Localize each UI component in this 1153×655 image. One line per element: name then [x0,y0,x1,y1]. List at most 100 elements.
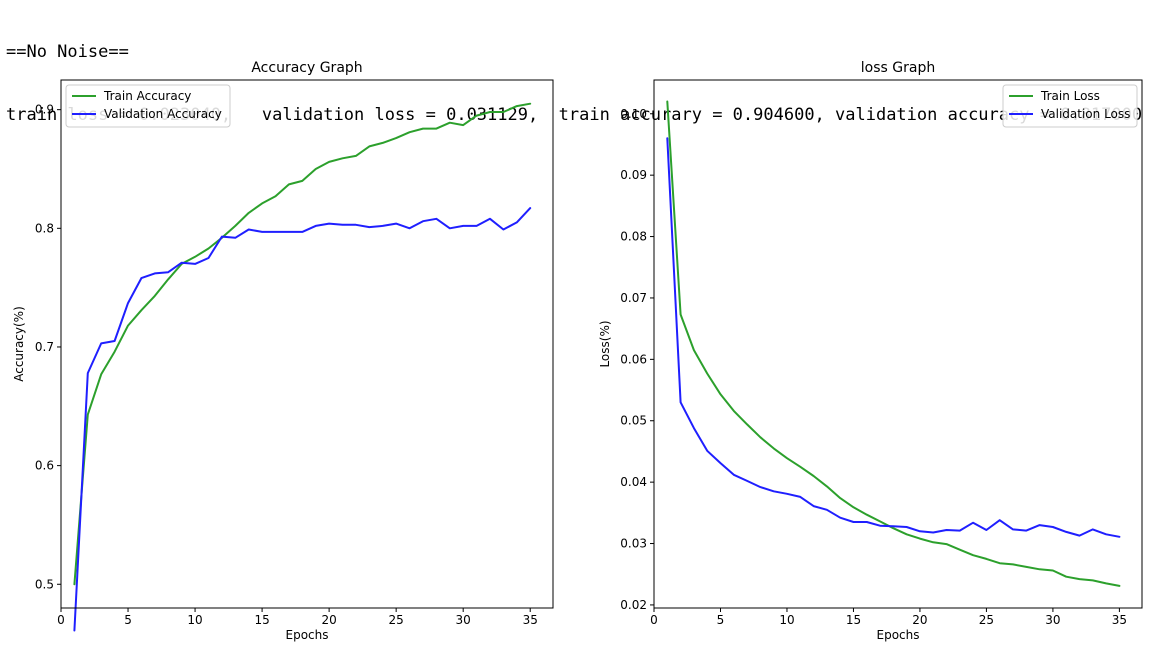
train-accuracy-point [355,155,357,157]
validation-accuracy-point [167,271,169,273]
train-loss-point [972,554,974,556]
train-accuracy-point [167,278,169,280]
legend-box [1002,84,1138,128]
train-loss-point [1025,566,1027,568]
x-tick-label: 10 [187,613,202,627]
validation-accuracy-point [180,262,182,264]
validation-loss-point [759,486,761,488]
train-accuracy-point [274,195,276,197]
validation-accuracy-point [261,231,263,233]
validation-accuracy-point [341,224,343,226]
x-tick-label: 30 [1045,613,1060,627]
chart-title: loss Graph [861,60,935,76]
train-accuracy-point [368,145,370,147]
validation-accuracy-point [207,257,209,259]
y-tick-label: 0.6 [35,459,54,473]
x-tick-label: 5 [717,613,725,627]
train-loss-point [799,466,801,468]
validation-accuracy-point [502,228,504,230]
validation-accuracy-point [516,221,518,223]
y-tick-label: 0.8 [35,221,54,235]
train-loss-point [932,541,934,543]
validation-loss-point [746,480,748,482]
x-tick-label: 35 [1112,613,1127,627]
y-tick-label: 0.03 [620,537,647,551]
train-loss-point [1118,585,1120,587]
train-accuracy-point [100,373,102,375]
validation-accuracy-point [221,235,223,237]
legend: Train Accuracy Validation Accuracy [65,84,231,128]
validation-loss-point [919,530,921,532]
x-tick-label: 0 [57,613,65,627]
validation-accuracy-point [100,342,102,344]
train-accuracy-point [395,137,397,139]
validation-loss-point [1025,529,1027,531]
validation-loss-point [706,450,708,452]
validation-loss-point [1092,528,1094,530]
x-tick-label: 20 [912,613,927,627]
train-loss-point [1038,568,1040,570]
y-tick-label: 0.08 [620,230,647,244]
x-axis-label: Epochs [286,628,329,642]
validation-loss-point [866,521,868,523]
validation-accuracy-line [73,207,532,632]
train-accuracy-legend-label: Train Accuracy [103,89,191,103]
validation-accuracy-point [328,222,330,224]
x-tick-label: 25 [389,613,404,627]
validation-loss-point [905,526,907,528]
validation-loss-point [839,517,841,519]
y-tick-label: 0.10 [620,107,647,121]
x-tick-label: 20 [321,613,336,627]
train-accuracy-point [489,111,491,113]
train-loss-point [999,562,1001,564]
train-accuracy-point [73,583,75,585]
train-accuracy-point [341,157,343,159]
train-loss-point [852,506,854,508]
x-axis-label: Epochs [877,628,920,642]
train-loss-point [1078,578,1080,580]
validation-loss-point [892,525,894,527]
validation-accuracy-point [435,218,437,220]
validation-accuracy-point [422,220,424,222]
validation-loss-point [826,509,828,511]
train-accuracy-point [449,122,451,124]
train-loss-point [1052,569,1054,571]
train-loss-point [733,410,735,412]
validation-accuracy-point [462,225,464,227]
train-accuracy-point [516,105,518,107]
validation-loss-point [1105,533,1107,535]
validation-accuracy-point [73,629,75,631]
validation-accuracy-point [154,272,156,274]
x-tick-label: 15 [254,613,269,627]
validation-accuracy-point [368,226,370,228]
validation-loss-point [945,529,947,531]
validation-accuracy-point [247,228,249,230]
train-loss-point [666,100,668,102]
loss-chart: loss Graph 0 5 10 15 20 25 30 35 0.02 0.03 0.04 0.05… [598,60,1143,642]
validation-loss-point [1038,524,1040,526]
train-accuracy-point [382,142,384,144]
x-tick-label: 30 [456,613,471,627]
validation-loss-point [786,493,788,495]
y-tick-label: 0.5 [35,577,54,591]
y-axis-label: Loss(%) [598,320,612,367]
validation-loss-line [666,137,1121,538]
y-tick-label: 0.05 [620,414,647,428]
train-accuracy-line [73,102,532,586]
train-accuracy-point [113,351,115,353]
train-accuracy-point [502,111,504,113]
validation-accuracy-point [87,372,89,374]
validation-accuracy-point [315,225,317,227]
validation-accuracy-point [140,277,142,279]
validation-accuracy-point [529,207,531,209]
validation-accuracy-point [301,231,303,233]
train-loss-point [919,537,921,539]
train-loss-point [746,423,748,425]
train-loss-point [706,372,708,374]
validation-loss-point [799,496,801,498]
validation-accuracy-point [408,227,410,229]
validation-loss-point [932,531,934,533]
validation-accuracy-point [194,263,196,265]
validation-accuracy-legend-label: Validation Accuracy [104,107,222,121]
